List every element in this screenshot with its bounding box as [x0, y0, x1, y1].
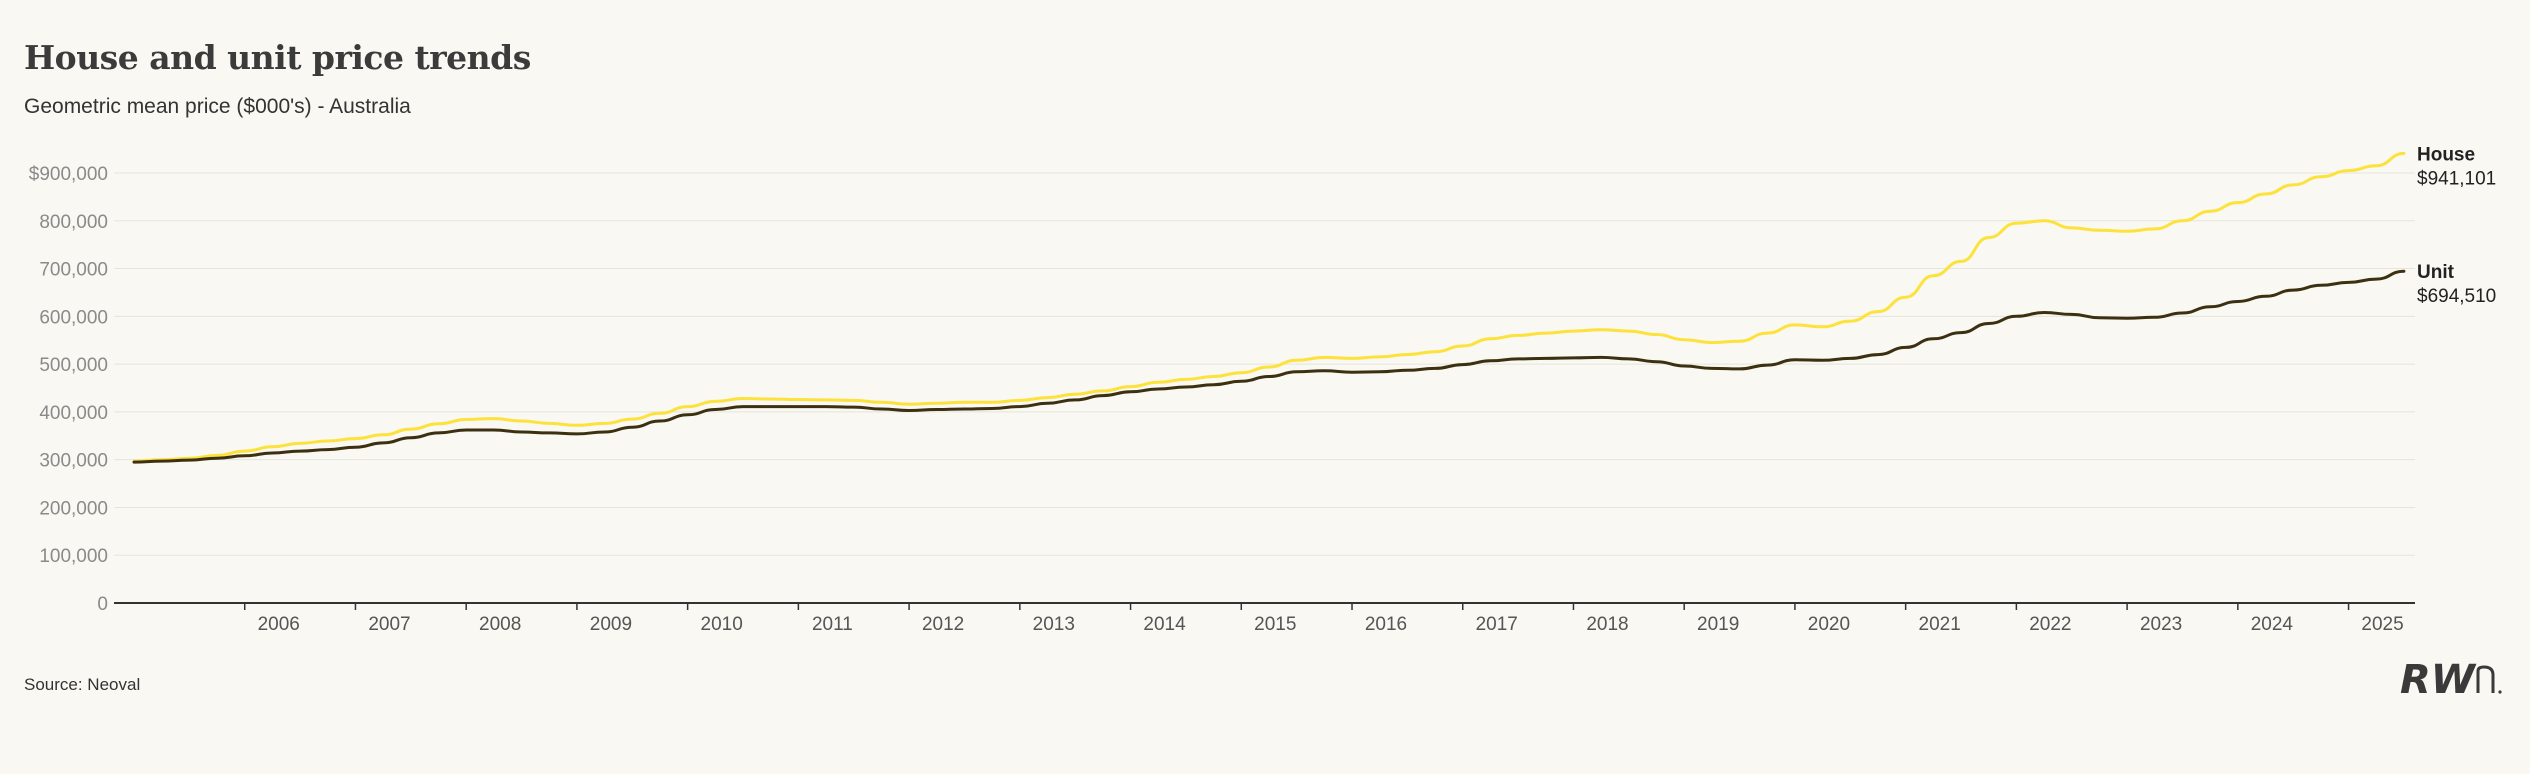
series-line-house — [132, 151, 2406, 463]
y-tick-label: 400,000 — [39, 403, 108, 424]
x-tick-label: 2021 — [1919, 614, 1961, 635]
y-tick-label: 800,000 — [39, 212, 108, 233]
series-lines — [132, 151, 2406, 464]
end-label-house-value: $941,101 — [2417, 168, 2496, 189]
x-tick-label: 2012 — [922, 614, 964, 635]
chart-subtitle: Geometric mean price ($000's) - Australi… — [24, 95, 411, 118]
y-tick-label: 300,000 — [39, 451, 108, 472]
end-label-unit-value: $694,510 — [2417, 286, 2496, 307]
end-label-unit-name: Unit — [2417, 262, 2455, 283]
y-tick-label: 500,000 — [39, 355, 108, 376]
x-tick-label: 2014 — [1143, 614, 1186, 635]
x-tick-label: 2017 — [1476, 614, 1518, 635]
x-tick-label: 2018 — [1586, 614, 1628, 635]
series-line-unit — [132, 269, 2406, 464]
y-tick-label: $900,000 — [29, 164, 108, 185]
x-tick-label: 2013 — [1033, 614, 1075, 635]
x-tick-label: 2024 — [2251, 614, 2294, 635]
x-tick-label: 2008 — [479, 614, 521, 635]
x-tick-label: 2011 — [812, 614, 853, 635]
y-axis-ticks: 0 100,000 200,000 300,000 400,000 500,000 600,… — [29, 164, 108, 615]
source-note: Source: Neoval — [24, 675, 141, 694]
y-tick-label: 700,000 — [39, 260, 108, 281]
x-tick-label: 2025 — [2361, 614, 2403, 635]
x-tick-label: 2023 — [2140, 614, 2182, 635]
x-tick-label: 2016 — [1365, 614, 1407, 635]
chart-title: House and unit price trends — [24, 38, 531, 77]
x-tick-label: 2019 — [1697, 614, 1739, 635]
y-tick-label: 600,000 — [39, 307, 108, 328]
x-axis-ticks: 2006 2007 2008 2009 2010 2011 2012 2013 2014 2015… — [243, 603, 2404, 635]
x-tick-label: 2006 — [258, 614, 300, 635]
y-tick-label: 200,000 — [39, 498, 108, 519]
y-tick-label: 100,000 — [39, 546, 108, 567]
end-label-house-name: House — [2417, 144, 2475, 165]
svg-text:RW: RW — [2400, 657, 2477, 701]
x-tick-label: 2007 — [368, 614, 410, 635]
x-tick-label: 2015 — [1254, 614, 1296, 635]
y-tick-label: 0 — [97, 594, 108, 615]
x-tick-label: 2022 — [2029, 614, 2071, 635]
x-tick-label: 2020 — [1808, 614, 1850, 635]
x-tick-label: 2009 — [590, 614, 632, 635]
end-labels: House $941,101 Unit $694,510 — [2417, 144, 2496, 307]
gridlines — [114, 172, 2415, 556]
rwn-logo-icon: RW — [2400, 657, 2502, 701]
x-tick-label: 2010 — [701, 614, 743, 635]
